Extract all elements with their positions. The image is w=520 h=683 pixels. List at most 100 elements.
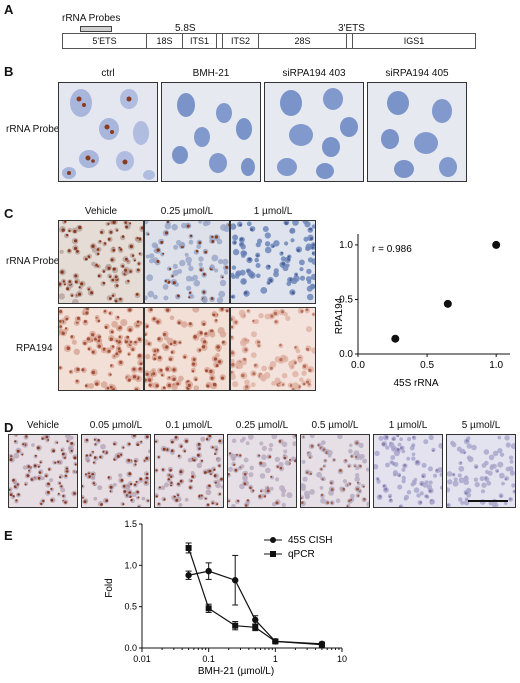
sirpa194-405-cells xyxy=(368,83,466,181)
point-45s-cish xyxy=(205,568,211,574)
line-y-tick-label: 1.0 xyxy=(124,560,137,570)
line-x-tick-label: 0.01 xyxy=(133,654,151,664)
point-qpcr xyxy=(232,623,238,629)
point-qpcr xyxy=(186,545,192,551)
point-45s-cish xyxy=(185,572,191,578)
scatter-y-tick-label: 0.0 xyxy=(339,349,353,360)
segment-5ets: 5'ETS xyxy=(62,33,147,49)
dose-label-1: Vehicle xyxy=(8,420,78,431)
row-label-rpa194: RPA194 xyxy=(16,343,53,354)
correlation-annotation: r = 0.986 xyxy=(372,244,412,255)
scale-bar xyxy=(468,500,508,502)
dose-micrograph-2 xyxy=(81,434,151,508)
rpa194-micrograph-1-texture xyxy=(59,308,143,390)
point-qpcr xyxy=(206,605,212,611)
rrna-probes-label: rRNA Probes xyxy=(62,13,120,24)
column-label-sirpa194-403: siRPA194 403 xyxy=(264,68,364,79)
column-label-ctrl: ctrl xyxy=(58,68,158,79)
bmh21-cells xyxy=(162,83,260,181)
column-label-bmh21: BMH-21 xyxy=(161,68,261,79)
rrna-probe-micrograph-2 xyxy=(144,220,230,304)
panel-b-letter: B xyxy=(4,64,13,79)
dose-micrograph-6-texture xyxy=(374,435,442,507)
scatter-y-tick-label: 0.5 xyxy=(339,294,353,305)
scatter-x-tick-label: 0.5 xyxy=(420,360,434,371)
dose-micrograph-5-texture xyxy=(301,435,369,507)
rpa194-micrograph-2 xyxy=(144,307,230,391)
scatter-y-tick-label: 1.0 xyxy=(339,240,353,251)
segment-28s: 28S xyxy=(259,33,347,49)
legend-label-1: 45S CISH xyxy=(288,535,332,546)
rpa194-micrograph-3 xyxy=(230,307,316,391)
panel-a-letter: A xyxy=(4,2,13,17)
rpa194-micrograph-2-texture xyxy=(145,308,229,390)
rrna-probe-micrograph-1-texture xyxy=(59,221,143,303)
scatter-point-1 xyxy=(391,335,399,343)
micrograph-bmh21 xyxy=(161,82,261,182)
segment-igs1: IGS1 xyxy=(353,33,476,49)
legend-marker-1 xyxy=(270,537,276,543)
point-45s-cish xyxy=(252,617,258,623)
rrna-probe-micrograph-2-texture xyxy=(145,221,229,303)
dose-label-3: 0.1 µmol/L xyxy=(154,420,224,431)
scatter-x-tick-label: 0.0 xyxy=(351,360,365,371)
point-qpcr xyxy=(319,642,325,648)
rrna-probe-micrograph-3-texture xyxy=(231,221,315,303)
segment-its1: ITS1 xyxy=(183,33,217,49)
row-label-rrna-probe: rRNA Probe xyxy=(6,124,59,135)
panel-e-letter: E xyxy=(4,528,13,543)
dose-micrograph-4 xyxy=(227,434,297,508)
line-y-tick-label: 0.5 xyxy=(124,602,137,612)
point-qpcr xyxy=(252,624,258,630)
micrograph-ctrl xyxy=(58,82,158,182)
point-qpcr xyxy=(272,638,278,644)
point-45s-cish xyxy=(232,577,238,583)
dose-micrograph-3 xyxy=(154,434,224,508)
scatter-point-3 xyxy=(492,241,500,249)
ctrl-cells xyxy=(59,83,157,181)
dose-label-4: 0.25 µmol/L xyxy=(227,420,297,431)
dose-label-7: 5 µmol/L xyxy=(446,420,516,431)
scatter-point-2 xyxy=(444,300,452,308)
scatter-x-label: 45S rRNA xyxy=(393,378,438,389)
rpa194-micrograph-3-texture xyxy=(231,308,315,390)
rrna-probe-micrograph-1 xyxy=(58,220,144,304)
rrna-gene-map: 5'ETS 18S ITS1 ITS2 28S IGS1 xyxy=(62,33,476,49)
line-y-label: Fold xyxy=(104,578,115,597)
dose-micrograph-4-texture xyxy=(228,435,296,507)
column-label-sirpa194-405: siRPA194 405 xyxy=(367,68,467,79)
dose-micrograph-1 xyxy=(8,434,78,508)
micrograph-sirpa194-403 xyxy=(264,82,364,182)
dose-micrograph-5 xyxy=(300,434,370,508)
line-y-tick-label: 0.0 xyxy=(124,643,137,653)
panel-c-letter: C xyxy=(4,206,13,221)
dose-label-6: 1 µmol/L xyxy=(373,420,443,431)
dose-micrograph-3-texture xyxy=(155,435,223,507)
column-label-1: 1 µmol/L xyxy=(230,206,316,217)
dose-micrograph-6 xyxy=(373,434,443,508)
micrograph-sirpa194-405 xyxy=(367,82,467,182)
segment-its2: ITS2 xyxy=(223,33,259,49)
line-x-tick-label: 0.1 xyxy=(202,654,215,664)
column-label-0-25: 0.25 µmol/L xyxy=(144,206,230,217)
legend-label-2: qPCR xyxy=(288,549,315,560)
line-x-label: BMH-21 (µmol/L) xyxy=(198,666,274,677)
rpa194-micrograph-1 xyxy=(58,307,144,391)
dose-micrograph-7 xyxy=(446,434,516,508)
segment-18s: 18S xyxy=(147,33,183,49)
legend-marker-2 xyxy=(270,551,276,557)
rrna-probe-micrograph-3 xyxy=(230,220,316,304)
sirpa194-403-cells xyxy=(265,83,363,181)
row-label-rrna-probe-c: rRNA Probe xyxy=(6,256,59,267)
dose-micrograph-2-texture xyxy=(82,435,150,507)
line-y-tick-label: 1.5 xyxy=(124,519,137,529)
line-x-tick-label: 1 xyxy=(273,654,278,664)
dose-label-2: 0.05 µmol/L xyxy=(81,420,151,431)
probe-bar xyxy=(80,26,112,32)
scatter-x-tick-label: 1.0 xyxy=(489,360,503,371)
dose-micrograph-7-texture xyxy=(447,435,515,507)
